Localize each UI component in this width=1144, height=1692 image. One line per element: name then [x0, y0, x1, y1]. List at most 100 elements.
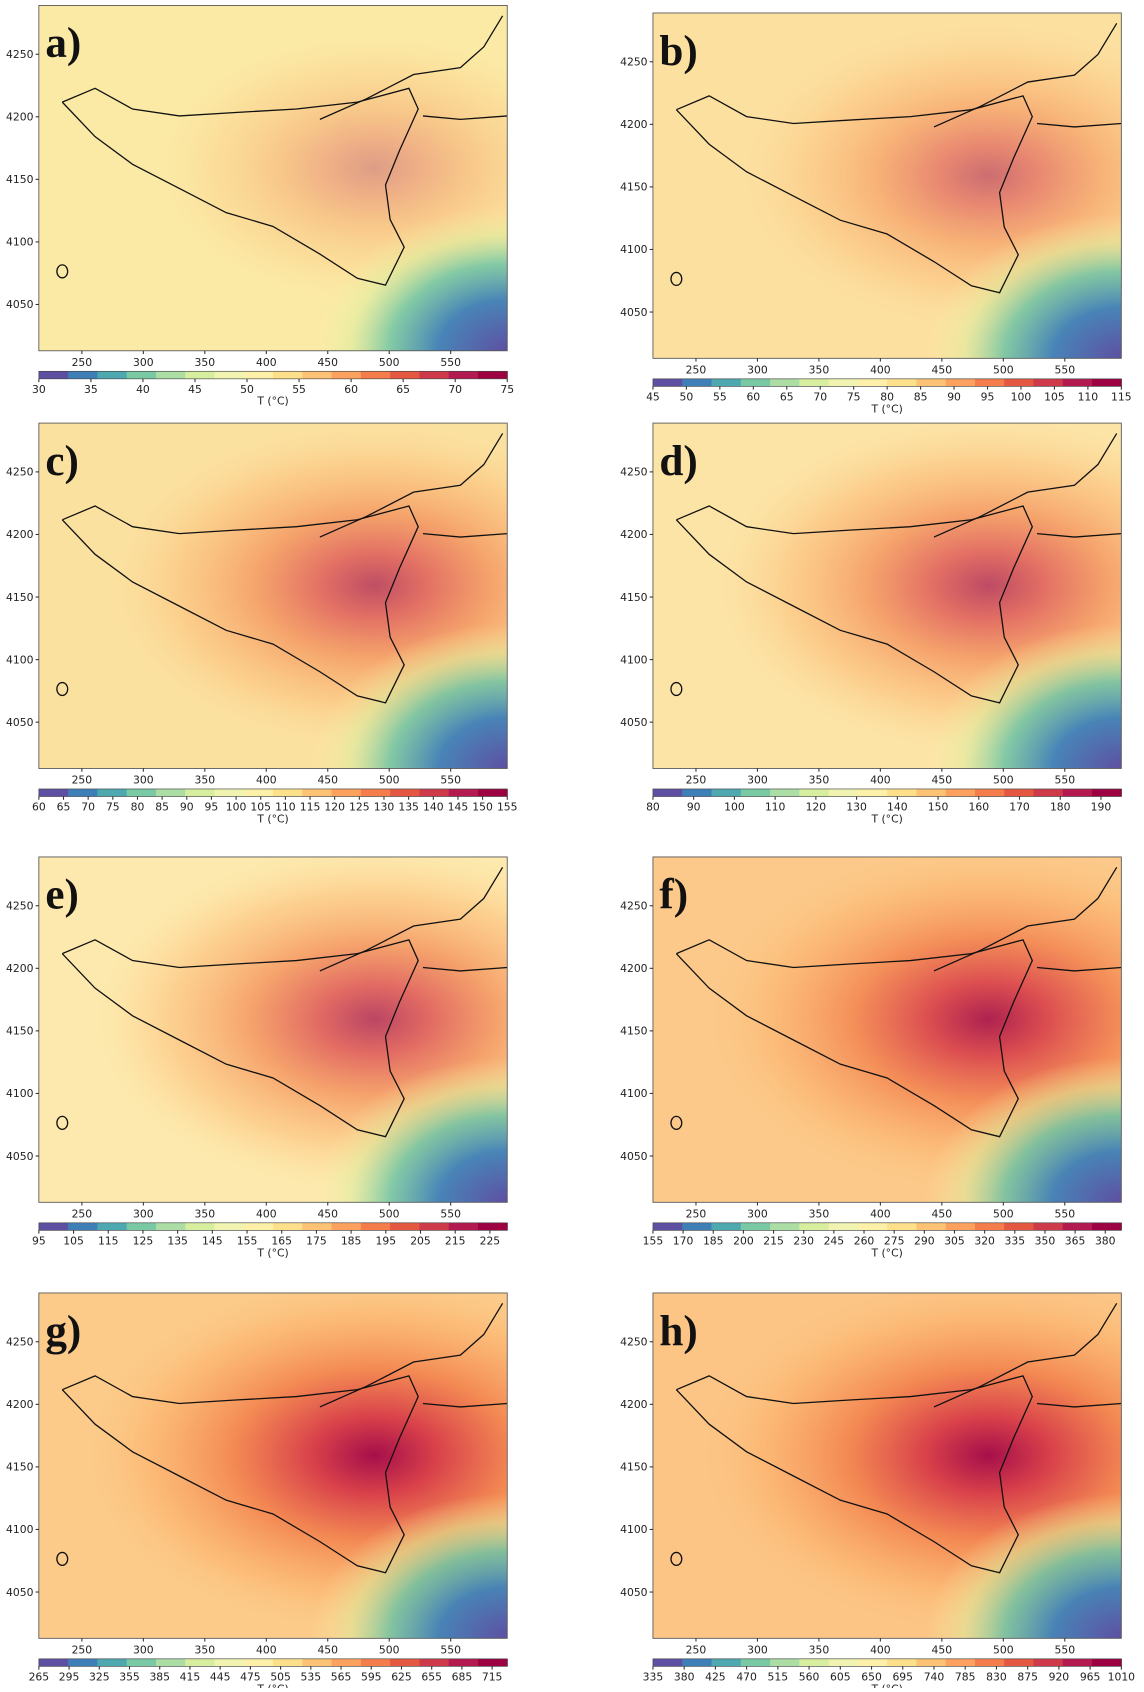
colorbar-segment	[1004, 788, 1035, 797]
colorbar-frame	[38, 370, 508, 380]
colorbar-segment	[390, 788, 420, 797]
x-tick-label: 550	[1054, 774, 1075, 787]
x-tick-label: 350	[195, 774, 216, 787]
x-tick-label: 400	[256, 356, 277, 369]
map-field	[38, 5, 508, 351]
coastline	[61, 87, 419, 286]
colorbar-tick-label: 35	[84, 383, 98, 396]
colorbar-tick-label: 100	[724, 801, 745, 814]
colorbar-tick-label: 335	[643, 1670, 664, 1683]
map-frame	[38, 4, 508, 352]
colorbar-segment	[711, 1222, 742, 1231]
colorbar-tick-label: 355	[119, 1670, 140, 1683]
cold-sea	[652, 423, 1122, 769]
colorbar-tick-label: 655	[421, 1670, 442, 1683]
colorbar-tick-label: 45	[188, 383, 202, 396]
colorbar-tick-label: 155	[237, 1234, 258, 1247]
coastline	[319, 433, 504, 538]
colorbar-tick-label: 55	[713, 390, 727, 403]
colorbar-label: T (°C)	[870, 1246, 902, 1259]
colorbar-tick-label: 120	[324, 801, 345, 814]
colorbar-tick-label: 365	[1065, 1234, 1086, 1247]
x-tick-label: 400	[870, 363, 891, 376]
coastline	[1036, 532, 1122, 538]
map-frame	[652, 12, 1122, 359]
y-tick-label: 4100	[6, 653, 34, 666]
panel-label: b)	[659, 28, 697, 75]
colorbar-segment	[331, 788, 362, 797]
coastline	[933, 866, 1118, 972]
colorbar-tick-label: 75	[500, 383, 514, 396]
colorbar-segment	[448, 1658, 479, 1667]
colorbar-segment	[916, 1222, 947, 1231]
colorbar-tick-label: 535	[301, 1670, 322, 1683]
colorbar-tick-label: 130	[374, 801, 395, 814]
colorbar-frame	[652, 1658, 1122, 1667]
colorbar-tick-label: 65	[780, 390, 794, 403]
y-tick-label: 4050	[620, 1150, 648, 1163]
colorbar-segment	[770, 788, 800, 797]
y-tick-label: 4100	[6, 236, 34, 249]
map-frame	[38, 422, 508, 769]
colorbar-tick-label: 90	[947, 390, 961, 403]
colorbar-segment	[477, 371, 508, 379]
colorbar-segment	[740, 1222, 771, 1231]
colorbar-tick-label: 170	[1009, 801, 1030, 814]
map-panel: b) 250 300 350 400 450 500 550 4050 4100 4150 4200 4…	[620, 12, 1132, 415]
island	[56, 1115, 69, 1131]
x-tick-label: 250	[72, 774, 93, 787]
x-tick-label: 350	[195, 1207, 216, 1220]
colorbar-segment	[214, 788, 245, 797]
colorbar-label: T (°C)	[870, 812, 902, 825]
colorbar-label: T (°C)	[870, 402, 902, 415]
colorbar-segment	[682, 378, 713, 387]
colorbar-tick-label: 125	[133, 1234, 154, 1247]
island	[670, 1115, 683, 1131]
colorbar-segment	[799, 788, 830, 797]
y-tick-label: 4150	[620, 591, 648, 604]
colorbar-tick-label: 65	[57, 801, 71, 814]
coastline	[319, 15, 504, 120]
y-tick-label: 4050	[6, 298, 34, 311]
colorbar-segment	[770, 378, 800, 387]
map-panel: g) 250 300 350 400 450 500 550 4050 4100 4150 4200 4…	[6, 1292, 508, 1692]
colorbar-segment	[185, 1222, 216, 1231]
colorbar-tick-label: 1010	[1108, 1670, 1136, 1683]
y-tick-label: 4250	[620, 900, 648, 913]
colorbar-tick-label: 475	[240, 1670, 261, 1683]
colorbar-tick-label: 50	[680, 390, 694, 403]
colorbar-tick-label: 115	[98, 1234, 119, 1247]
colorbar-segment	[390, 371, 420, 379]
colorbar-segment	[302, 1658, 333, 1667]
x-tick-label: 350	[809, 363, 830, 376]
colorbar-tick-label: 140	[887, 801, 908, 814]
colorbar-tick-label: 685	[452, 1670, 473, 1683]
colorbar-frame	[652, 788, 1122, 797]
x-tick-label: 450	[932, 1643, 953, 1656]
coastline	[61, 1375, 419, 1574]
colorbar-segment	[652, 1658, 683, 1667]
x-tick-label: 550	[1054, 1643, 1075, 1656]
colorbar-segment	[828, 1222, 859, 1231]
colorbar-segment	[857, 1658, 888, 1667]
colorbar-segment	[155, 1222, 186, 1231]
colorbar-segment	[273, 1658, 303, 1667]
colorbar-segment	[887, 1658, 917, 1667]
coastline	[61, 939, 419, 1138]
y-tick-label: 4200	[6, 111, 34, 124]
map-field	[652, 1292, 1122, 1639]
colorbar-segment	[945, 1222, 976, 1231]
map-frame	[652, 856, 1122, 1203]
colorbar-tick-label: 110	[765, 801, 786, 814]
x-tick-label: 500	[993, 1643, 1014, 1656]
colorbar-segment	[1062, 1222, 1093, 1231]
island	[56, 681, 69, 697]
colorbar-tick-label: 335	[1005, 1234, 1026, 1247]
y-tick-label: 4100	[6, 1523, 34, 1536]
y-tick-label: 4250	[6, 466, 34, 479]
coastline	[1036, 966, 1122, 972]
x-tick-label: 450	[317, 774, 338, 787]
x-tick-label: 300	[747, 774, 768, 787]
colorbar-segment	[360, 788, 391, 797]
coastline	[675, 505, 1034, 704]
